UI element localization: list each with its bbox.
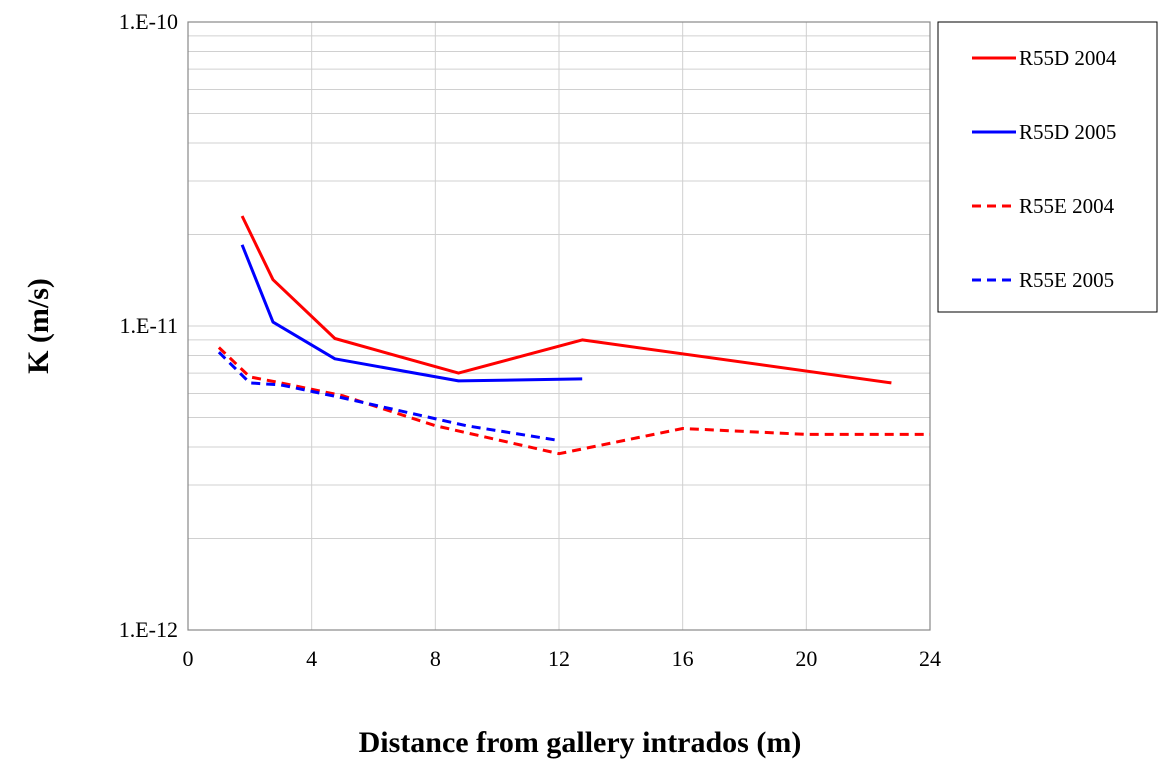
y-axis-title: K (m/s) [22, 278, 55, 374]
x-tick-label: 24 [919, 646, 941, 671]
series-line-r55d-2004 [240, 215, 892, 385]
x-tick-label: 8 [430, 646, 441, 671]
plot-area-frame [187, 21, 931, 631]
legend-box [937, 21, 1158, 313]
y-tick-label: 1.E-10 [119, 9, 178, 34]
x-tick-label: 20 [795, 646, 817, 671]
x-tick-label: 12 [548, 646, 570, 671]
legend: R55D 2004 R55D 2005 R55E 2004 R55E 2005 [937, 21, 1158, 313]
legend-label: R55D 2004 [1019, 46, 1117, 70]
x-tick-label: 4 [306, 646, 317, 671]
y-tick-label: 1.E-12 [119, 617, 178, 642]
x-axis-title: Distance from gallery intrados (m) [359, 726, 802, 759]
series-line-r55e-2004 [217, 346, 930, 456]
legend-label: R55E 2005 [1019, 268, 1114, 292]
series-line-r55e-2005 [217, 351, 560, 442]
legend-label: R55D 2005 [1019, 120, 1116, 144]
legend-label: R55E 2004 [1019, 194, 1115, 218]
x-tick-label: 0 [183, 646, 194, 671]
series-line-r55d-2005 [240, 244, 583, 383]
gridlines [187, 22, 931, 631]
y-axis-ticks: 1.E-12 1.E-11 1.E-10 [119, 9, 178, 642]
series-lines [217, 215, 930, 456]
y-tick-label: 1.E-11 [120, 313, 178, 338]
x-tick-label: 16 [672, 646, 694, 671]
x-axis-ticks: 0 4 8 12 16 20 24 [183, 646, 942, 671]
legend-entries: R55D 2004 R55D 2005 R55E 2004 R55E 2005 [972, 46, 1117, 292]
